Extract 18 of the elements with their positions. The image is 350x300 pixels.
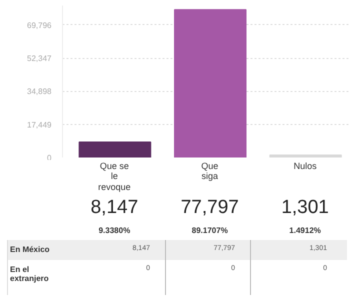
x-tick-label: Que siga <box>200 161 220 182</box>
y-tick-label: 52,347 <box>27 54 52 64</box>
data-label: 77,797 <box>180 197 240 219</box>
data-label: 1,301 <box>280 197 330 219</box>
text: 89.1707% <box>190 226 229 236</box>
y-tick-label: 17,449 <box>27 120 52 130</box>
text: 1.4912% <box>288 226 322 236</box>
text: En el extranjero <box>10 265 50 284</box>
text: 9.3380% <box>98 226 132 236</box>
y-tick-label: 69,796 <box>27 20 52 30</box>
bar <box>174 9 247 158</box>
text: En México <box>10 245 51 254</box>
bar <box>269 154 342 158</box>
x-tick-label: Nulos <box>292 161 318 172</box>
y-tick-label: 34,898 <box>27 87 52 96</box>
bar <box>78 142 152 158</box>
data-label: 8,147 <box>90 197 140 219</box>
x-tick-label: Que se le revoque <box>97 161 132 192</box>
